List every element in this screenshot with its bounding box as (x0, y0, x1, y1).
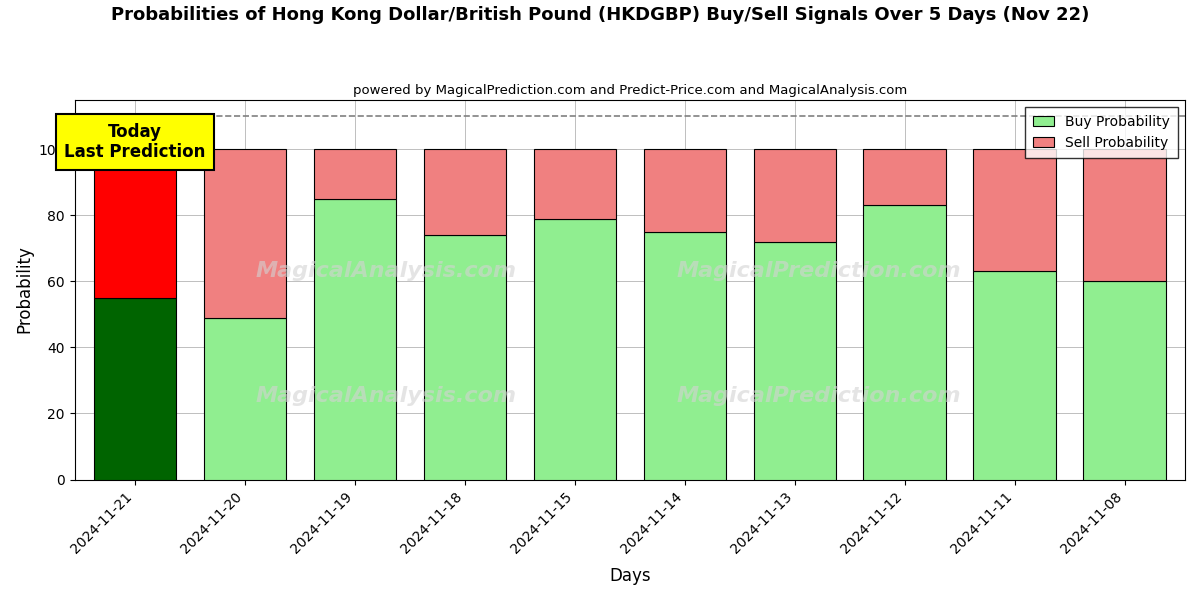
Bar (754, 149, 836, 242)
Bar (313, 199, 396, 479)
Bar (534, 149, 616, 218)
Bar (424, 235, 506, 479)
Bar (94, 149, 176, 298)
Bar (643, 232, 726, 479)
Text: MagicalPrediction.com: MagicalPrediction.com (677, 386, 961, 406)
Bar (973, 271, 1056, 479)
Text: MagicalPrediction.com: MagicalPrediction.com (677, 260, 961, 281)
Text: Today
Last Prediction: Today Last Prediction (65, 122, 206, 161)
Bar (204, 317, 287, 479)
Bar (313, 149, 396, 199)
Text: MagicalAnalysis.com: MagicalAnalysis.com (256, 386, 516, 406)
Bar (534, 218, 616, 479)
Y-axis label: Probability: Probability (16, 245, 34, 334)
Bar (864, 149, 946, 205)
Bar (864, 205, 946, 479)
Legend: Buy Probability, Sell Probability: Buy Probability, Sell Probability (1025, 107, 1178, 158)
Bar (424, 149, 506, 235)
Bar (973, 149, 1056, 271)
Text: Probabilities of Hong Kong Dollar/British Pound (HKDGBP) Buy/Sell Signals Over 5: Probabilities of Hong Kong Dollar/Britis… (110, 6, 1090, 24)
Bar (94, 298, 176, 479)
Title: powered by MagicalPrediction.com and Predict-Price.com and MagicalAnalysis.com: powered by MagicalPrediction.com and Pre… (353, 84, 907, 97)
X-axis label: Days: Days (610, 567, 650, 585)
Bar (754, 242, 836, 479)
Bar (643, 149, 726, 232)
Bar (1084, 281, 1165, 479)
Text: MagicalAnalysis.com: MagicalAnalysis.com (256, 260, 516, 281)
Bar (1084, 149, 1165, 281)
Bar (204, 149, 287, 317)
